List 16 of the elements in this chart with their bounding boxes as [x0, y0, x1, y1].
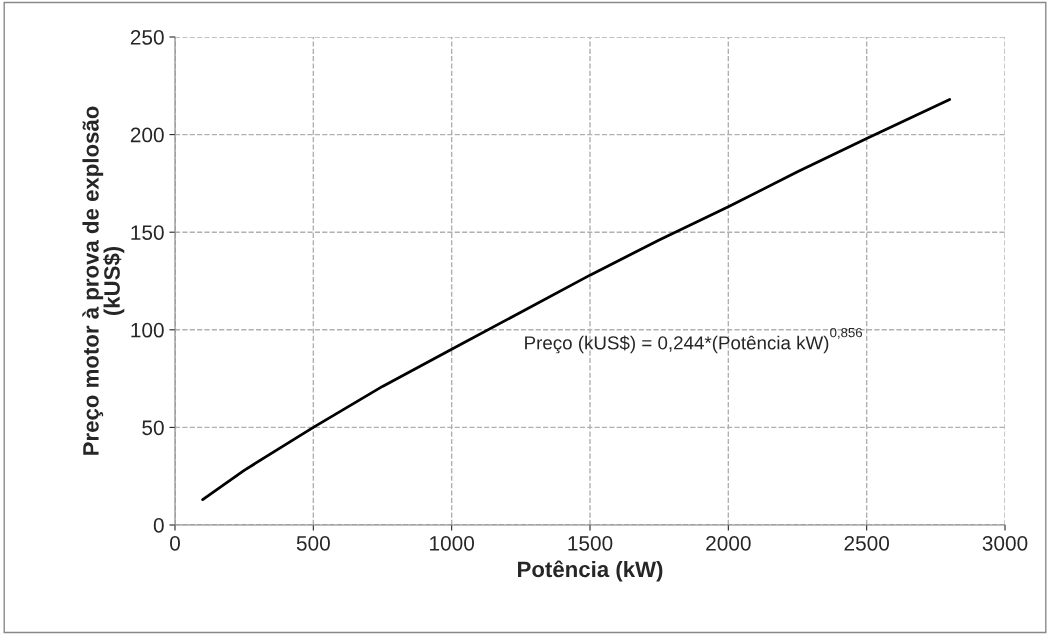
x-tick-label: 1500 — [568, 535, 613, 551]
line-series — [201, 98, 952, 502]
y-tick-label: 50 — [142, 420, 164, 436]
x-axis-title: Potência (kW) — [518, 560, 663, 582]
y-tick-label: 150 — [131, 225, 164, 240]
x-tick-label: 1000 — [430, 535, 475, 551]
y-tick-label: 250 — [130, 30, 164, 45]
y-axis-title: Preço motor à prova de explosão (kUS$) — [82, 106, 125, 455]
x-tick-label: 2500 — [844, 535, 890, 551]
x-tick-label: 0 — [170, 535, 180, 551]
x-tick-label: 3000 — [982, 535, 1028, 551]
y-tick-label: 0 — [153, 518, 164, 533]
x-tick-label: 2000 — [706, 535, 751, 551]
y-tick-label: 200 — [130, 127, 164, 143]
x-tick-label: 500 — [296, 535, 330, 551]
y-tick-label: 100 — [131, 322, 164, 338]
